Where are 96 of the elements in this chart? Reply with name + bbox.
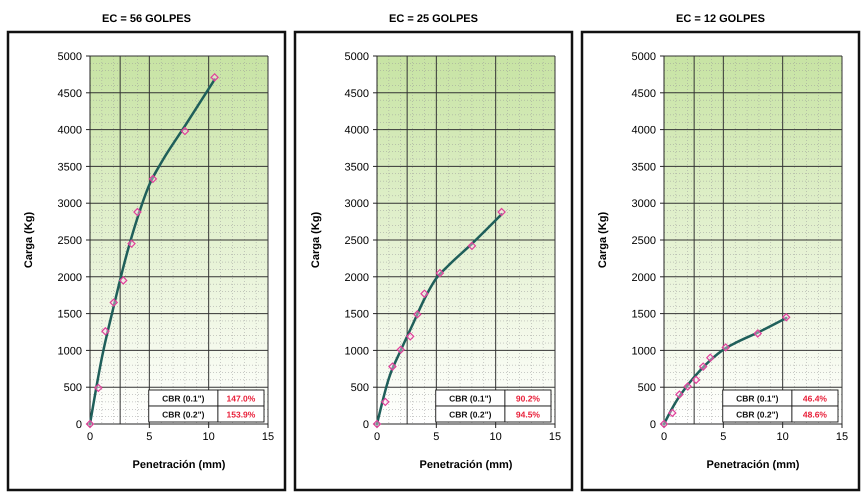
point <box>180 126 190 136</box>
point <box>388 362 397 371</box>
point <box>684 382 692 391</box>
y-tick-label: 1000 <box>632 345 656 358</box>
y-axis-title: Carga (Kg) <box>597 212 609 268</box>
x-tick-label: 0 <box>374 431 380 443</box>
chart-title: EC = 25 GOLPES <box>389 13 478 25</box>
point <box>119 276 128 285</box>
annotation: CBR (0.2") <box>449 410 492 420</box>
x-tick-label: 15 <box>262 431 274 443</box>
y-tick-label: 3500 <box>344 161 369 174</box>
point <box>86 420 94 428</box>
annotation: 48.6% <box>802 410 828 420</box>
point <box>133 208 142 216</box>
y-tick-label: 3000 <box>344 198 369 210</box>
point <box>413 310 422 318</box>
point <box>668 408 676 418</box>
annotation: CBR (0.1") <box>449 394 492 404</box>
point <box>127 240 136 248</box>
y-tick-label: 5000 <box>344 51 369 63</box>
annotation: CBR (0.1") <box>162 394 205 404</box>
y-tick-label: 0 <box>362 419 369 431</box>
point <box>94 384 102 392</box>
annotation: 94.5% <box>516 410 540 420</box>
y-tick-label: 2500 <box>58 235 82 247</box>
y-tick-label: 1000 <box>344 345 369 358</box>
point <box>468 242 476 250</box>
y-tick-label: 2000 <box>632 272 656 284</box>
x-tick-label: 5 <box>720 431 726 443</box>
y-tick-label: 3000 <box>632 198 656 210</box>
y-tick-label: 4000 <box>58 124 82 137</box>
point <box>722 343 730 352</box>
point <box>699 362 708 371</box>
x-tick-label: 5 <box>146 431 152 443</box>
chart-title: EC = 12 GOLPES <box>676 13 765 25</box>
y-tick-label: 3500 <box>632 161 656 174</box>
point <box>110 298 118 307</box>
y-tick-label: 4500 <box>344 88 369 100</box>
y-tick-label: 4500 <box>632 88 656 100</box>
y-tick-label: 2000 <box>58 272 82 284</box>
point <box>101 327 110 336</box>
point <box>782 313 790 322</box>
y-tick-label: 2500 <box>632 235 656 247</box>
y-tick-label: 5000 <box>58 51 82 63</box>
annotation: CBR (0.2") <box>736 410 779 420</box>
y-tick-label: 5000 <box>632 51 656 63</box>
x-tick-label: 5 <box>433 431 440 443</box>
x-axis-title: Penetración (mm) <box>132 459 226 471</box>
x-axis-title: Penetración (mm) <box>420 459 513 471</box>
point <box>692 376 700 384</box>
y-tick-label: 500 <box>64 382 82 394</box>
annotation: 46.4% <box>802 394 828 404</box>
annotation: 90.2% <box>516 394 540 404</box>
y-tick-label: 1000 <box>58 345 82 358</box>
y-tick-label: 2000 <box>344 272 369 284</box>
point <box>396 346 405 354</box>
y-tick-label: 0 <box>76 419 82 431</box>
y-tick-label: 2500 <box>344 235 369 247</box>
point <box>148 174 157 184</box>
y-tick-label: 500 <box>638 382 656 394</box>
y-tick-label: 4000 <box>632 124 656 137</box>
annotation: 153.9% <box>226 410 256 420</box>
point <box>436 269 444 278</box>
y-tick-label: 0 <box>650 419 656 431</box>
x-tick-label: 0 <box>660 431 668 443</box>
y-axis-title: Carga (Kg) <box>310 212 322 268</box>
y-tick-label: 1500 <box>58 308 82 321</box>
point <box>498 208 506 216</box>
point <box>754 329 762 338</box>
point <box>675 390 684 399</box>
x-tick-label: 10 <box>776 431 789 443</box>
y-tick-label: 3000 <box>58 198 82 210</box>
y-tick-label: 3500 <box>58 161 82 174</box>
annotation: CBR (0.1") <box>736 394 779 404</box>
y-tick-label: 4000 <box>344 124 369 137</box>
chart-title: EC = 56 GOLPES <box>102 13 191 25</box>
annotation: 147.0% <box>226 394 256 404</box>
y-tick-label: 1500 <box>632 308 656 321</box>
y-axis-title: Carga (Kg) <box>23 212 35 268</box>
x-tick-label: 10 <box>490 431 502 443</box>
point <box>660 420 668 428</box>
x-tick-label: 15 <box>836 431 848 443</box>
point <box>372 420 382 428</box>
point <box>420 290 429 298</box>
y-tick-label: 4500 <box>58 88 82 100</box>
x-tick-label: 0 <box>86 431 94 443</box>
x-tick-label: 15 <box>548 431 562 443</box>
point <box>381 398 390 406</box>
annotation: CBR (0.2") <box>162 410 205 420</box>
y-tick-label: 1500 <box>344 308 369 321</box>
x-axis-title: Penetración (mm) <box>706 459 800 471</box>
point <box>706 354 714 362</box>
y-tick-label: 500 <box>350 382 369 394</box>
point <box>210 73 219 82</box>
point <box>406 332 414 341</box>
x-tick-label: 10 <box>202 431 215 443</box>
